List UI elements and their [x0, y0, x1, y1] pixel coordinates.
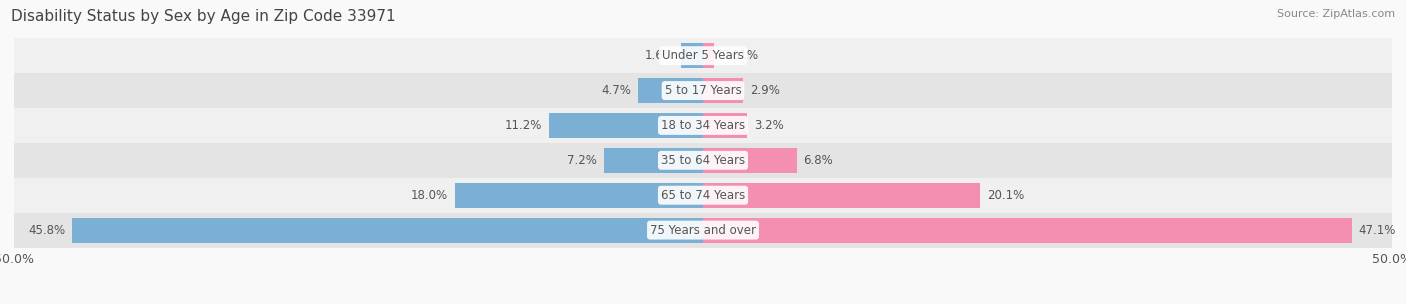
Bar	[603, 148, 703, 173]
Bar	[703, 78, 742, 103]
Text: 65 to 74 Years: 65 to 74 Years	[661, 189, 745, 202]
Text: 47.1%: 47.1%	[1358, 224, 1396, 237]
Bar	[703, 43, 714, 68]
Bar	[548, 113, 703, 138]
Bar	[638, 78, 703, 103]
Text: 3.2%: 3.2%	[754, 119, 783, 132]
Text: 5 to 17 Years: 5 to 17 Years	[665, 84, 741, 97]
Text: 2.9%: 2.9%	[749, 84, 780, 97]
Bar	[14, 143, 1392, 178]
Bar	[703, 113, 747, 138]
Text: 4.7%: 4.7%	[602, 84, 631, 97]
Text: Under 5 Years: Under 5 Years	[662, 49, 744, 62]
Text: 35 to 64 Years: 35 to 64 Years	[661, 154, 745, 167]
Text: 6.8%: 6.8%	[804, 154, 834, 167]
Bar	[14, 213, 1392, 247]
Bar	[14, 73, 1392, 108]
Bar	[72, 218, 703, 243]
Text: 11.2%: 11.2%	[505, 119, 541, 132]
Text: Source: ZipAtlas.com: Source: ZipAtlas.com	[1277, 9, 1395, 19]
Bar	[703, 218, 1353, 243]
Bar	[14, 38, 1392, 73]
Bar	[703, 148, 797, 173]
Text: 18 to 34 Years: 18 to 34 Years	[661, 119, 745, 132]
Text: 18.0%: 18.0%	[411, 189, 449, 202]
Text: 75 Years and over: 75 Years and over	[650, 224, 756, 237]
Text: 20.1%: 20.1%	[987, 189, 1024, 202]
Bar	[14, 108, 1392, 143]
Bar	[14, 178, 1392, 213]
Bar	[703, 183, 980, 208]
Text: 0.81%: 0.81%	[721, 49, 758, 62]
Bar	[456, 183, 703, 208]
Text: 7.2%: 7.2%	[567, 154, 598, 167]
Text: 45.8%: 45.8%	[28, 224, 65, 237]
Text: 1.6%: 1.6%	[644, 49, 673, 62]
Bar	[681, 43, 703, 68]
Text: Disability Status by Sex by Age in Zip Code 33971: Disability Status by Sex by Age in Zip C…	[11, 9, 396, 24]
